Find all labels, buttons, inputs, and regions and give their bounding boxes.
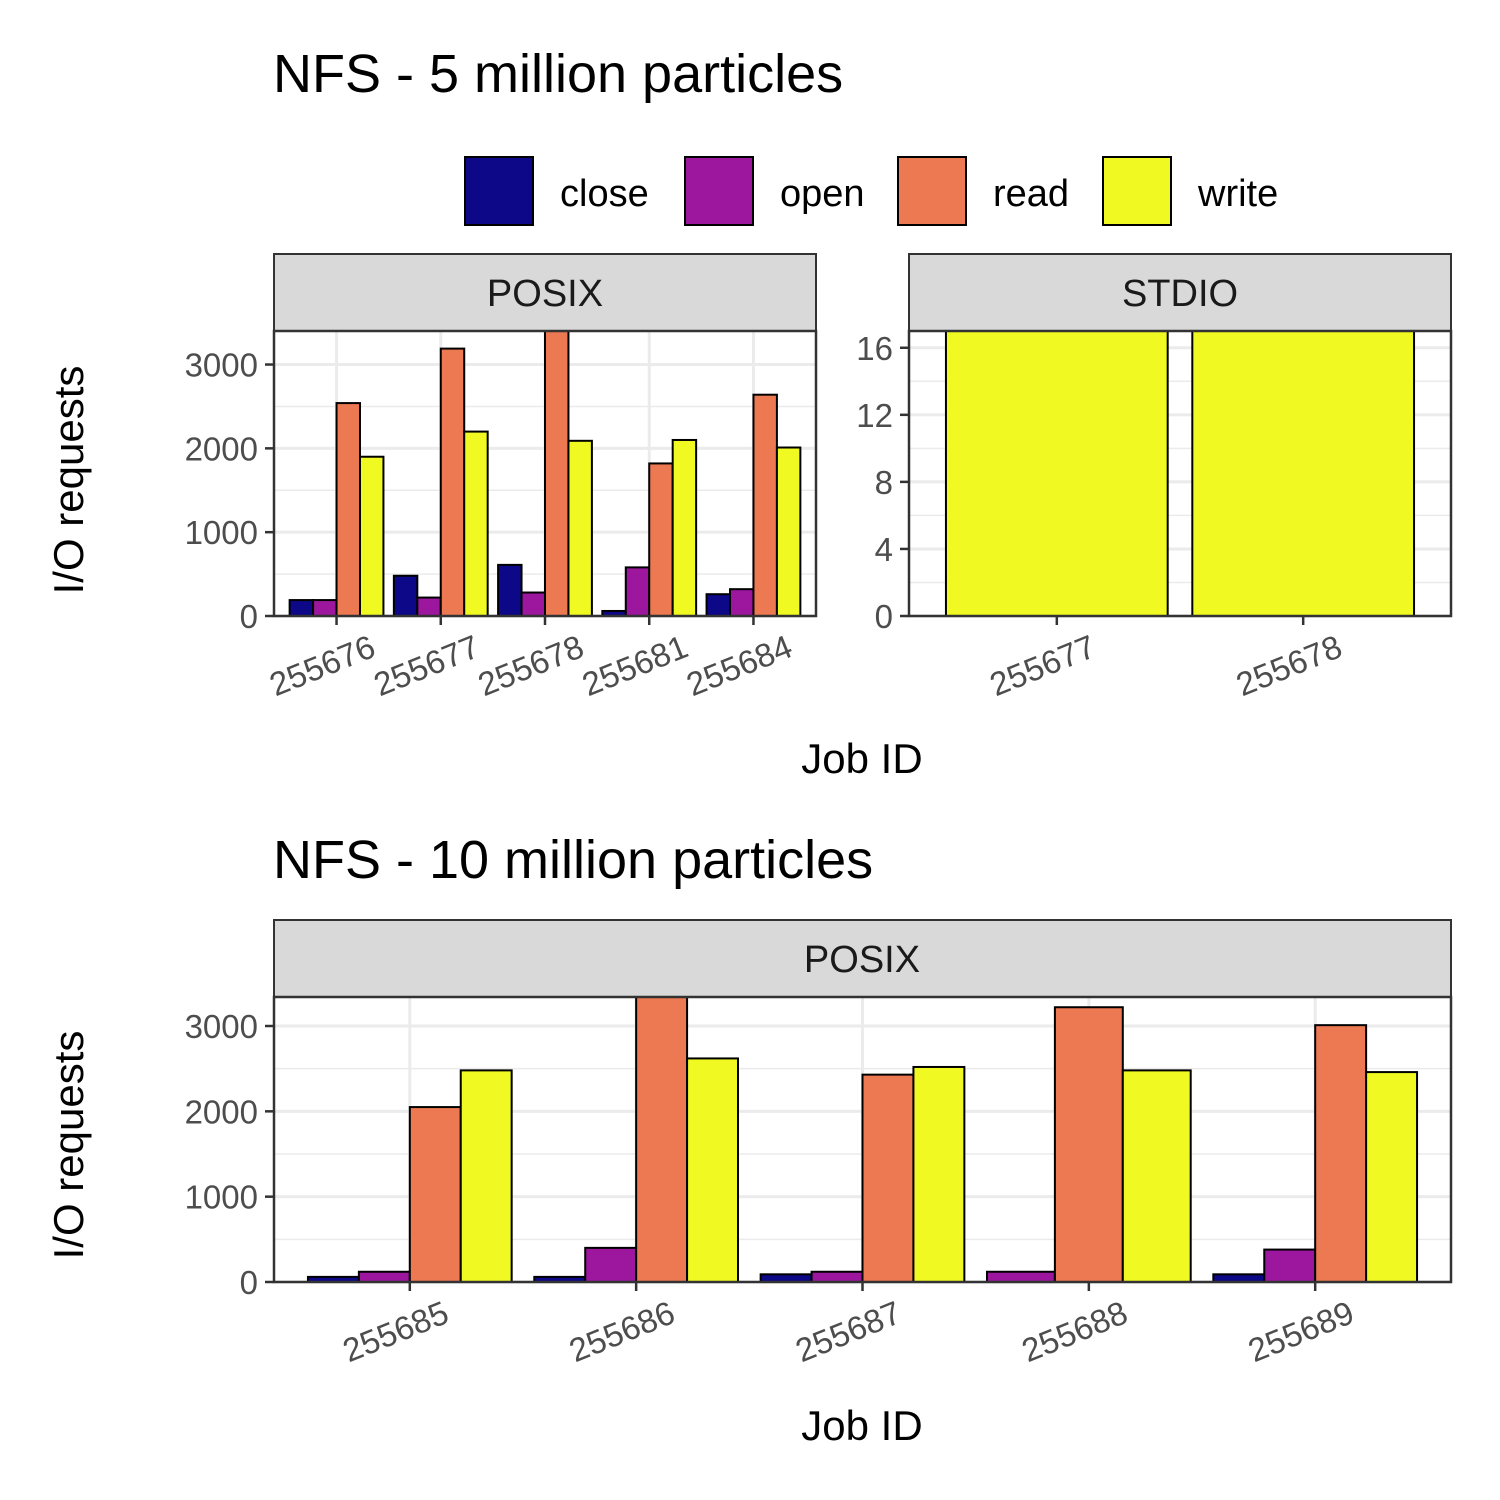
legend: close open read write <box>464 156 1278 226</box>
bar-write-255689 <box>1365 1071 1419 1282</box>
strip-bottom-posix <box>273 919 1452 998</box>
x-tick-label: 255684 <box>681 628 797 704</box>
x-tick-label: 255688 <box>1017 1294 1133 1370</box>
strip-label-top-stdio: STDIO <box>1122 273 1238 315</box>
panel-top-stdio: 0 4 8 12 16 255677 255678 <box>856 329 1453 704</box>
chart-title-top: NFS - 5 million particles <box>273 44 843 104</box>
bar-write-255681 <box>671 438 698 616</box>
y-tick-label: 0 <box>240 1264 258 1301</box>
panel-top-posix: 0 1000 2000 3000 255676255677255678255681255… <box>185 329 818 704</box>
legend-label-read: read <box>993 173 1069 215</box>
bar-open-255685 <box>357 1270 411 1282</box>
bar-open-255687 <box>810 1270 864 1282</box>
bar-write-255688 <box>1121 1069 1192 1282</box>
x-tick-label: 255676 <box>264 628 380 704</box>
legend-key-open <box>684 156 754 226</box>
y-tick-label: 16 <box>856 330 893 367</box>
strip-top-posix <box>273 253 817 332</box>
bar-read-255687 <box>861 1073 915 1282</box>
bar-open-255686 <box>584 1246 638 1282</box>
bar-open-255688 <box>985 1270 1056 1282</box>
bar-read-255681 <box>648 462 674 616</box>
y-tick-label: 4 <box>875 531 893 568</box>
x-tick-label: 255686 <box>564 1294 680 1370</box>
y-tick-label: 12 <box>856 397 893 434</box>
bar-write-255687 <box>912 1065 966 1282</box>
y-tick-label: 8 <box>875 464 893 501</box>
bar-open-255681 <box>624 566 651 616</box>
legend-key-close <box>464 156 534 226</box>
bar-write-255677 <box>944 331 1169 616</box>
bar-read-255684 <box>752 393 778 616</box>
bar-close-255676 <box>288 599 315 616</box>
y-tick-label: 0 <box>240 598 258 635</box>
y-tick-label: 3000 <box>185 1008 258 1045</box>
legend-label-open: open <box>780 173 865 215</box>
legend-label-close: close <box>560 173 649 215</box>
bar-open-255678 <box>520 591 547 616</box>
bar-open-255689 <box>1263 1248 1317 1282</box>
bar-read-255685 <box>408 1106 462 1282</box>
panel-bottom-posix: 0 1000 2000 3000 255685 255686 255687 255688 255… <box>185 995 1453 1370</box>
bar-open-255677 <box>416 596 442 616</box>
panel-border <box>907 329 1453 618</box>
chart-title-bottom: NFS - 10 million particles <box>273 830 873 890</box>
bar-write-255677 <box>463 430 489 616</box>
bar-close-255677 <box>392 574 419 616</box>
bar-open-255684 <box>729 588 755 616</box>
y-tick-label: 2000 <box>185 1093 258 1130</box>
bar-write-255678 <box>1191 331 1416 616</box>
strip-top-stdio <box>908 253 1452 332</box>
bar-write-255678 <box>567 439 593 616</box>
bar-read-255686 <box>635 997 689 1282</box>
bar-read-255676 <box>335 402 361 616</box>
strip-label-top-posix: POSIX <box>487 273 603 315</box>
x-axis-title-top: Job ID <box>801 735 922 782</box>
bar-read-255688 <box>1053 1006 1124 1282</box>
y-tick-label: 3000 <box>185 347 258 384</box>
x-tick-label: 255685 <box>338 1294 454 1370</box>
x-tick-label: 255687 <box>790 1294 906 1370</box>
legend-label-write: write <box>1197 173 1278 215</box>
y-axis-title-bottom: I/O requests <box>45 1031 92 1260</box>
bar-write-255684 <box>775 446 802 616</box>
x-tick-label: 255678 <box>1231 628 1347 704</box>
legend-key-read <box>897 156 967 226</box>
bar-read-255678 <box>544 331 570 616</box>
bar-group <box>288 331 802 616</box>
y-tick-label: 1000 <box>185 1179 258 1216</box>
x-axis-title-bottom: Job ID <box>801 1402 922 1449</box>
bar-group <box>944 331 1416 616</box>
y-tick-label: 0 <box>875 598 893 635</box>
x-tick-label: 255677 <box>368 628 484 704</box>
x-tick-label: 255689 <box>1243 1294 1359 1370</box>
bar-close-255678 <box>497 563 523 616</box>
y-tick-label: 2000 <box>185 430 258 467</box>
bar-write-255685 <box>459 1069 513 1282</box>
bar-close-255684 <box>705 593 732 616</box>
bar-open-255676 <box>312 599 338 616</box>
x-tick-label: 255677 <box>985 628 1101 704</box>
y-tick-label: 1000 <box>185 514 258 551</box>
x-tick-label: 255678 <box>473 628 589 704</box>
bar-read-255677 <box>439 347 466 616</box>
legend-key-write <box>1102 156 1172 226</box>
bar-write-255676 <box>358 455 385 616</box>
strip-label-bottom-posix: POSIX <box>804 939 920 981</box>
x-tick-label: 255681 <box>577 628 693 704</box>
bar-write-255686 <box>686 1057 740 1282</box>
y-axis-title-top: I/O requests <box>45 366 92 595</box>
bar-read-255689 <box>1314 1024 1368 1282</box>
